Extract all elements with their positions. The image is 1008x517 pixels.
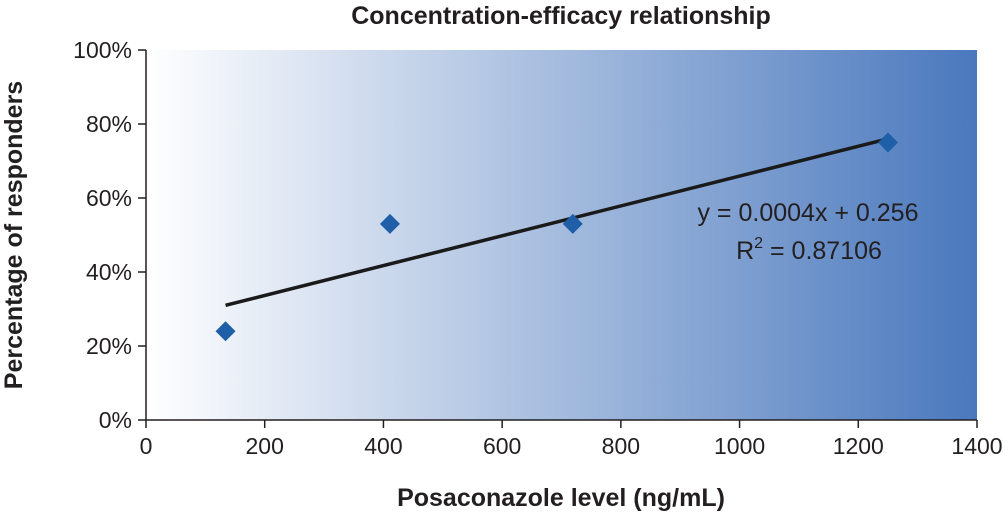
y-tick-label: 40% bbox=[86, 259, 132, 285]
data-point bbox=[562, 213, 583, 234]
x-axis-ticks: 0 200 400 600 800 1000 1200 1400 bbox=[140, 420, 1003, 459]
data-point bbox=[379, 213, 400, 234]
trendline bbox=[225, 137, 889, 307]
x-tick-label: 0 bbox=[140, 433, 153, 459]
y-tick-label: 100% bbox=[73, 37, 132, 63]
y-axis-ticks: 0% 20% 40% 60% 80% 100% bbox=[73, 37, 146, 433]
r-squared: R2 = 0.87106 bbox=[736, 235, 882, 265]
r-squared-sup: 2 bbox=[754, 235, 763, 252]
x-tick-label: 1400 bbox=[951, 433, 1002, 459]
x-tick-label: 1000 bbox=[714, 433, 765, 459]
y-tick-label: 60% bbox=[86, 185, 132, 211]
plot-area bbox=[146, 50, 977, 420]
y-tick-label: 20% bbox=[86, 333, 132, 359]
y-tick-label: 80% bbox=[86, 111, 132, 137]
x-tick-label: 1200 bbox=[833, 433, 884, 459]
trend-equation: y = 0.0004x + 0.256 bbox=[697, 199, 918, 227]
x-axis-label: Posaconazole level (ng/mL) bbox=[397, 484, 725, 512]
x-tick-label: 200 bbox=[246, 433, 284, 459]
r-squared-suffix: = 0.87106 bbox=[763, 237, 882, 265]
x-tick-label: 800 bbox=[602, 433, 640, 459]
chart-title: Concentration-efficacy relationship bbox=[351, 2, 771, 30]
data-point bbox=[877, 132, 898, 153]
r-squared-prefix: R bbox=[736, 237, 754, 265]
y-tick-label: 0% bbox=[99, 407, 132, 433]
x-tick-label: 400 bbox=[364, 433, 402, 459]
data-points bbox=[215, 132, 898, 342]
x-tick-label: 600 bbox=[483, 433, 521, 459]
y-axis-label: Percentage of responders bbox=[0, 81, 28, 389]
data-point bbox=[215, 321, 236, 342]
